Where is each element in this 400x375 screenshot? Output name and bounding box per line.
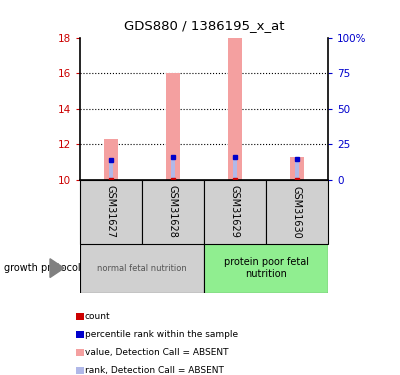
Bar: [142, 180, 204, 244]
Text: GSM31630: GSM31630: [292, 186, 302, 238]
Bar: [80, 180, 142, 244]
Text: count: count: [85, 312, 110, 321]
Bar: [76, 349, 84, 356]
Text: percentile rank within the sample: percentile rank within the sample: [85, 330, 238, 339]
Bar: [295, 159, 299, 180]
Text: normal fetal nutrition: normal fetal nutrition: [97, 264, 187, 273]
Bar: [171, 157, 175, 180]
Bar: [233, 157, 237, 180]
Bar: [104, 139, 118, 180]
Text: protein poor fetal
nutrition: protein poor fetal nutrition: [224, 257, 308, 279]
Text: GSM31628: GSM31628: [168, 186, 178, 238]
Bar: [80, 244, 204, 292]
Text: rank, Detection Call = ABSENT: rank, Detection Call = ABSENT: [85, 366, 224, 375]
Text: GSM31627: GSM31627: [106, 185, 116, 238]
Bar: [204, 180, 266, 244]
Text: value, Detection Call = ABSENT: value, Detection Call = ABSENT: [85, 348, 228, 357]
Bar: [204, 244, 328, 292]
Bar: [266, 180, 328, 244]
Text: growth protocol: growth protocol: [4, 263, 81, 273]
Bar: [76, 313, 84, 320]
Bar: [290, 157, 304, 180]
Bar: [76, 367, 84, 374]
Polygon shape: [50, 259, 64, 278]
Text: GSM31629: GSM31629: [230, 186, 240, 238]
Bar: [228, 38, 242, 180]
Title: GDS880 / 1386195_x_at: GDS880 / 1386195_x_at: [124, 19, 284, 32]
Bar: [109, 160, 113, 180]
Bar: [76, 331, 84, 338]
Bar: [166, 73, 180, 180]
